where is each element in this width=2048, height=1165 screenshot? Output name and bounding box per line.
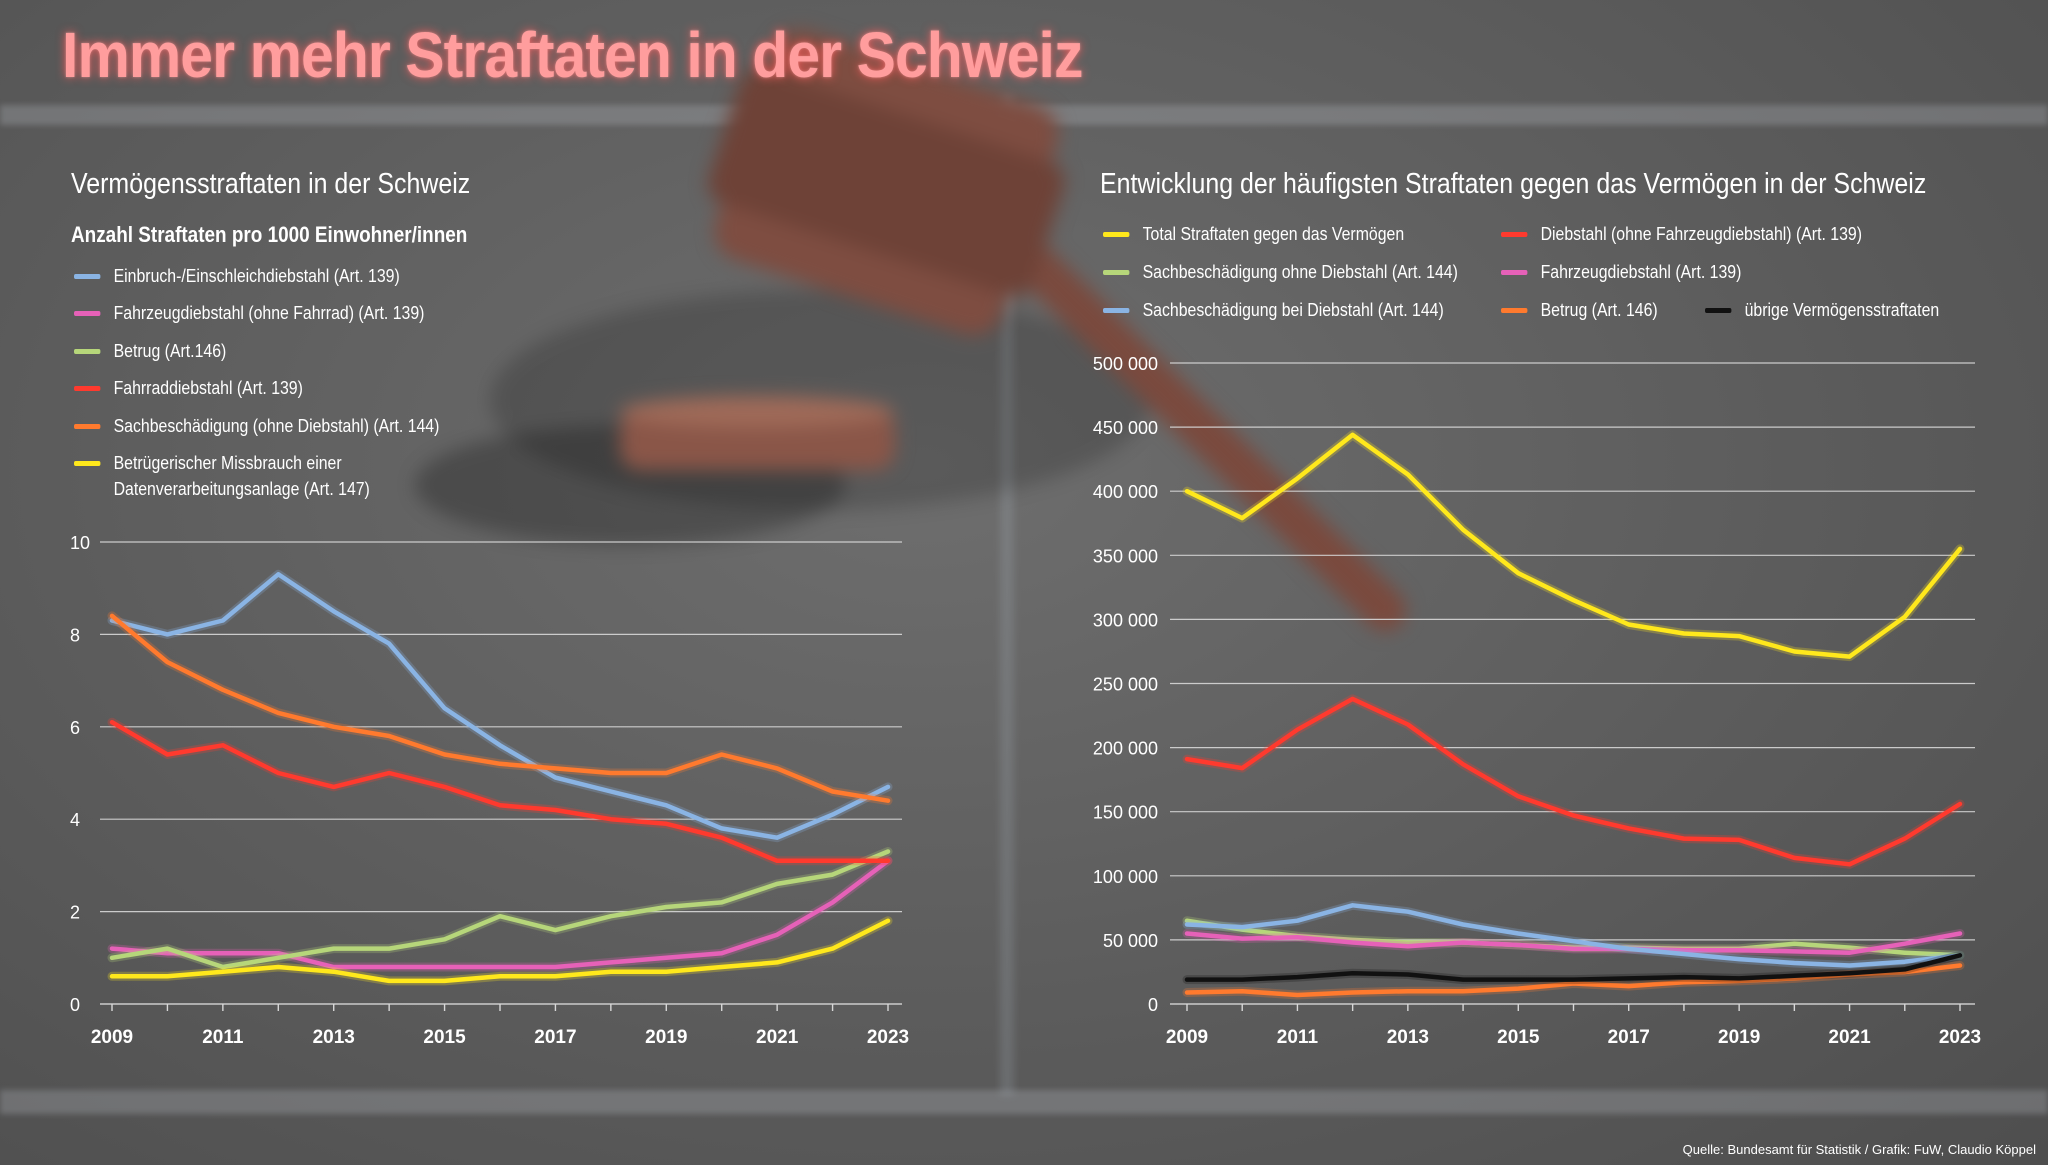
right-y-tick-label: 300 000 — [1093, 610, 1158, 630]
right-y-tick-label: 500 000 — [1093, 354, 1158, 374]
background-stripe-vertical — [1000, 95, 1014, 1095]
legend-swatch — [74, 424, 101, 429]
legend-swatch — [1103, 308, 1130, 313]
right-x-tick-label: 2011 — [1277, 1027, 1319, 1048]
right-x-tick-label: 2017 — [1608, 1027, 1650, 1048]
left-x-tick-label: 2009 — [91, 1027, 133, 1048]
left-chart-title: Vermögensstraftaten in der Schweiz — [71, 168, 471, 200]
right-y-tick-label: 50 000 — [1103, 931, 1158, 951]
right-y-tick-label: 450 000 — [1093, 418, 1158, 438]
left-series-einbruch-einschleichdiebstahl-art-139 — [109, 572, 891, 840]
right-x-tick-label: 2021 — [1828, 1027, 1871, 1048]
legend-swatch — [74, 349, 101, 354]
right-x-tick-label: 2019 — [1718, 1027, 1760, 1048]
left-y-tick-label: 4 — [70, 810, 80, 830]
left-series-fahrraddiebstahl-art-139 — [109, 719, 891, 864]
right-chart-title: Entwicklung der häufigsten Straftaten ge… — [1100, 168, 1927, 200]
legend-swatch — [74, 386, 101, 391]
legend-swatch — [1705, 308, 1732, 313]
legend-swatch — [1501, 232, 1528, 237]
right-series-glow-diebstahl-ohne-fahrzeugdiebstahl-art-139 — [1182, 694, 1965, 869]
page-title: Immer mehr Straftaten in der Schweiz — [62, 19, 1083, 91]
right-y-tick-label: 150 000 — [1093, 803, 1158, 823]
legend-label: Diebstahl (ohne Fahrzeugdiebstahl) (Art.… — [1540, 224, 1862, 244]
left-series-fahrzeugdiebstahl-ohne-fahrrad-art-139 — [109, 858, 891, 970]
left-x-tick-label: 2011 — [202, 1027, 244, 1048]
legend-swatch — [1501, 270, 1528, 275]
left-y-tick-label: 8 — [70, 625, 80, 645]
right-y-tick-label: 400 000 — [1093, 482, 1158, 502]
left-y-tick-label: 2 — [70, 903, 80, 923]
legend-label: Sachbeschädigung ohne Diebstahl (Art. 14… — [1142, 262, 1458, 282]
left-series-sachbesch-digung-ohne-diebstahl-art-144 — [109, 613, 891, 803]
source-credit: Quelle: Bundesamt für Statistik / Grafik… — [1682, 1142, 2036, 1157]
legend-label: übrige Vermögensstraftaten — [1744, 300, 1940, 320]
left-y-tick-label: 0 — [70, 995, 80, 1015]
right-gridlines — [1170, 362, 1975, 1005]
left-x-tick-label: 2017 — [534, 1027, 576, 1048]
legend-label: Total Straftaten gegen das Vermögen — [1142, 224, 1405, 244]
left-gridlines — [100, 541, 902, 1005]
legend-label: Fahrraddiebstahl (Art. 139) — [113, 378, 303, 398]
legend-swatch — [1103, 232, 1130, 237]
legend-swatch — [1501, 308, 1528, 313]
left-x-tick-label: 2019 — [645, 1027, 687, 1048]
right-x-tick-label: 2015 — [1497, 1027, 1540, 1048]
legend-label: Einbruch-/Einschleichdiebstahl (Art. 139… — [113, 266, 400, 286]
legend-label: Fahrzeugdiebstahl (Art. 139) — [1540, 262, 1742, 282]
legend-label: Sachbeschädigung (ohne Diebstahl) (Art. … — [113, 416, 440, 436]
right-series-sachbesch-digung-bei-diebstahl-art-144 — [1184, 903, 1963, 968]
left-x-tick-label: 2013 — [313, 1027, 355, 1048]
left-series-betrug-art-146 — [109, 849, 891, 970]
right-y-tick-label: 350 000 — [1093, 546, 1158, 566]
legend-swatch — [74, 274, 101, 279]
legend-label: Sachbeschädigung bei Diebstahl (Art. 144… — [1142, 300, 1444, 320]
right-series-fahrzeugdiebstahl-art-139 — [1184, 931, 1963, 955]
right-x-tick-label: 2023 — [1939, 1027, 1981, 1048]
right-y-tick-label: 100 000 — [1093, 867, 1158, 887]
right-y-tick-label: 0 — [1148, 995, 1158, 1015]
legend-label: Fahrzeugdiebstahl (ohne Fahrrad) (Art. 1… — [113, 303, 425, 323]
legend-swatch — [74, 311, 101, 316]
legend-swatch — [1103, 270, 1130, 275]
legend-label: Betrug (Art.146) — [113, 341, 227, 361]
right-y-tick-label: 200 000 — [1093, 739, 1158, 759]
left-x-tick-label: 2015 — [423, 1027, 466, 1048]
right-y-tick-label: 250 000 — [1093, 675, 1158, 695]
left-x-tick-label: 2021 — [756, 1027, 799, 1048]
legend-swatch — [74, 461, 101, 466]
left-y-tick-label: 6 — [70, 718, 80, 738]
right-series-diebstahl-ohne-fahrzeugdiebstahl-art-139 — [1184, 696, 1963, 867]
right-x-tick-label: 2009 — [1166, 1027, 1208, 1048]
left-x-tick-label: 2023 — [867, 1027, 909, 1048]
right-series-glow-total-straftaten-gegen-das-verm-gen — [1182, 430, 1965, 662]
background-stripe-bottom — [0, 1090, 2048, 1114]
left-y-tick-label: 10 — [70, 533, 90, 553]
legend-label: Betrügerischer Missbrauch einer Datenver… — [113, 453, 370, 499]
right-series-brige-verm-gensstraftaten — [1184, 953, 1963, 982]
legend-label: Betrug (Art. 146) — [1540, 300, 1658, 320]
left-series-betr-gerischer-missbrauch-einer-datenverarbeitungsanlage-art-147 — [109, 918, 891, 984]
right-x-tick-label: 2013 — [1387, 1027, 1429, 1048]
right-series-total-straftaten-gegen-das-verm-gen — [1184, 432, 1963, 659]
left-chart-subtitle: Anzahl Straftaten pro 1000 Einwohner/inn… — [71, 222, 468, 247]
